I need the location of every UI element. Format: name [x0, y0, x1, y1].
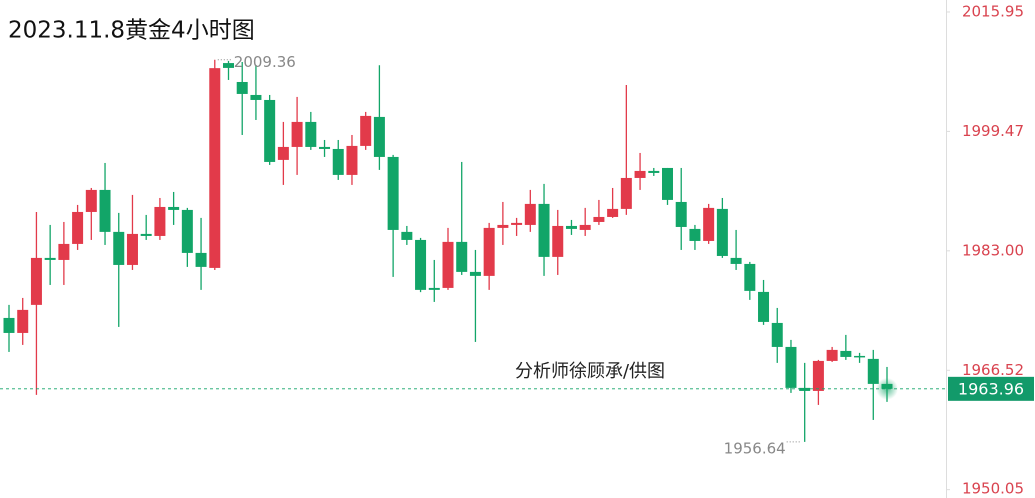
candle-body: [593, 216, 605, 222]
candle-body: [44, 257, 56, 260]
candle-body: [620, 177, 632, 209]
candle-body: [497, 224, 509, 228]
candle-body: [662, 167, 673, 200]
candle-body: [854, 355, 866, 358]
candle-body: [552, 225, 564, 257]
candle-body: [209, 68, 221, 268]
candle-body: [703, 207, 715, 241]
candle-body: [799, 387, 811, 391]
y-tick-label: 1966.52: [962, 361, 1024, 379]
candle-body: [428, 287, 440, 290]
candle-body: [181, 209, 193, 253]
candle-body: [264, 99, 276, 162]
y-tick-label: 1999.47: [962, 122, 1024, 140]
candle-body: [840, 350, 852, 357]
y-tick-label: 1950.05: [962, 480, 1024, 498]
candle-body: [360, 115, 372, 146]
candle-body: [85, 189, 97, 212]
candle-body: [250, 94, 262, 100]
candle-body: [689, 228, 701, 241]
candle-body: [72, 211, 84, 244]
candle-body: [730, 257, 742, 264]
candle-body: [607, 208, 619, 217]
candle-body: [744, 263, 756, 291]
candle-body: [826, 349, 838, 361]
candle-body: [675, 201, 687, 227]
candle-body: [387, 156, 399, 230]
plot-area: [3, 59, 893, 442]
candle-body: [648, 170, 660, 173]
y-tick-label: 1983.00: [962, 241, 1024, 259]
candle-body: [305, 121, 317, 147]
candle-body: [291, 121, 303, 147]
candle-body: [373, 116, 385, 157]
candle-body: [140, 233, 152, 236]
max-label: 2009.36: [234, 53, 296, 71]
candle-body: [456, 241, 468, 272]
candle-body: [634, 170, 646, 178]
candle-body: [277, 146, 289, 160]
candle-body: [469, 271, 481, 276]
candle-body: [579, 224, 591, 230]
chart-title: 2023.11.8黄金4小时图: [8, 18, 255, 44]
candle-body: [195, 252, 207, 267]
candle-body: [223, 63, 234, 68]
candle-body: [483, 227, 495, 276]
candle-body: [319, 146, 331, 149]
candle-body: [785, 346, 797, 388]
candle-body: [442, 241, 454, 288]
candle-body: [758, 291, 770, 322]
candle-body: [99, 189, 111, 232]
candle-body: [30, 257, 42, 305]
candle-body: [565, 225, 577, 229]
candle-body: [538, 203, 550, 257]
last-price-glow: [876, 377, 898, 400]
candle-body: [3, 317, 15, 333]
candle-body: [511, 222, 523, 225]
candle-body: [524, 203, 536, 225]
candle-body: [771, 322, 783, 347]
candle-body: [332, 148, 344, 175]
candle-body: [716, 208, 728, 256]
candle-body: [867, 358, 879, 384]
candle-body: [415, 239, 427, 290]
watermark: 分析师徐顾承/供图: [515, 361, 665, 382]
candle-body: [154, 206, 166, 236]
candle-body: [113, 231, 125, 265]
min-label: 1956.64: [724, 439, 786, 457]
candle-body: [58, 243, 70, 260]
candle-body: [17, 309, 29, 333]
candle-body: [126, 233, 138, 265]
candle-body: [236, 81, 248, 94]
candle-body: [812, 360, 824, 391]
candle-body: [346, 145, 358, 175]
y-tick-label: 2015.95: [962, 2, 1024, 20]
candle-body: [401, 231, 413, 240]
candle-body: [168, 206, 180, 210]
last-price-box: [948, 376, 1034, 401]
last-price-label: 1963.96: [958, 379, 1024, 398]
